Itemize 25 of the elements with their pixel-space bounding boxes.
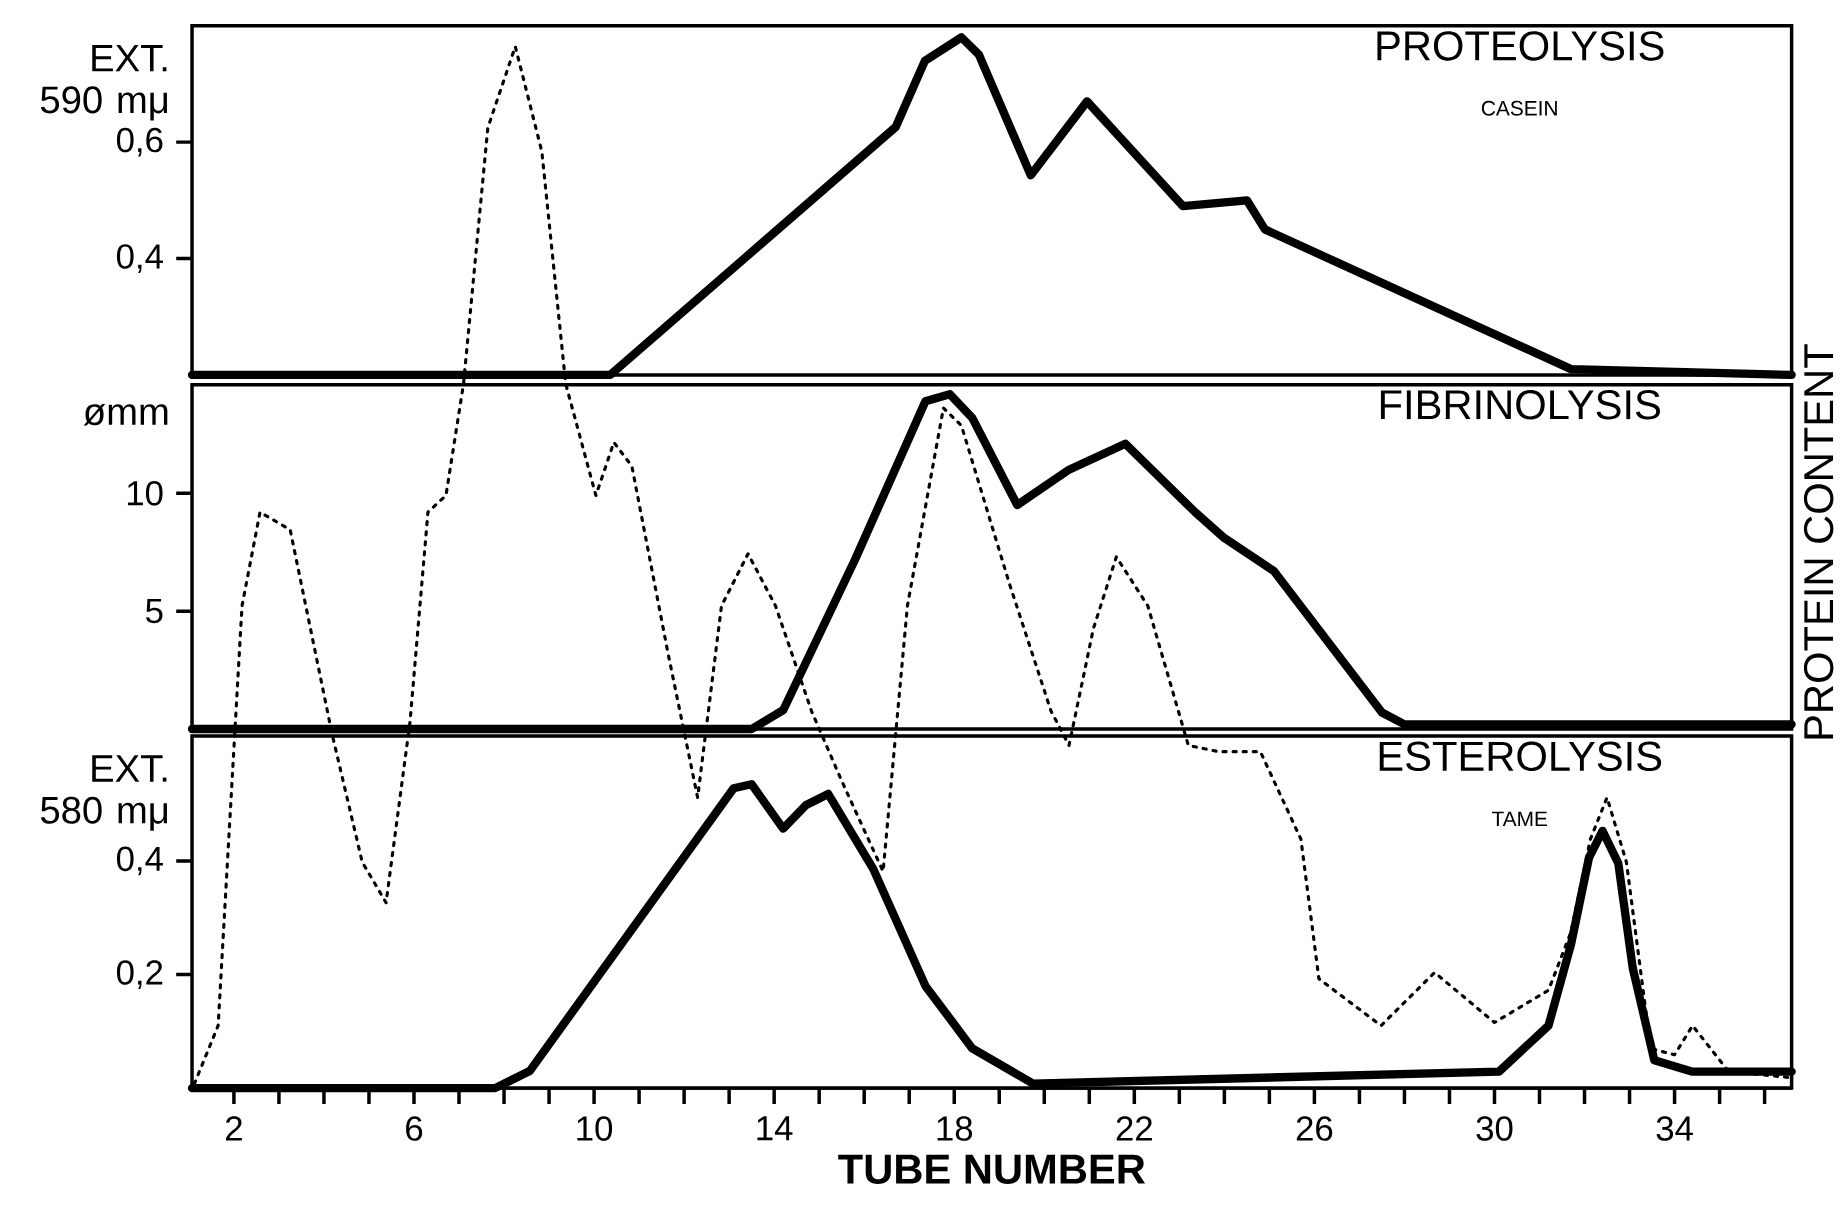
y-axis-title: ømm xyxy=(83,404,168,426)
y-tick-label: 5 xyxy=(146,599,163,624)
x-tick-label: 26 xyxy=(1296,1116,1333,1141)
x-tick-label: 6 xyxy=(406,1116,423,1141)
y-tick-label: 0,6 xyxy=(116,127,163,157)
text: CASEIN xyxy=(1481,101,1557,116)
x-tick-label: 10 xyxy=(577,1116,613,1141)
x-tick-label: 18 xyxy=(937,1116,973,1141)
text: TAME xyxy=(1491,811,1548,827)
y-tick-label: 0,2 xyxy=(116,960,163,990)
x-tick-label: 30 xyxy=(1476,1116,1513,1141)
x-tick-label: 22 xyxy=(1116,1116,1152,1141)
y-tick-label: 10 xyxy=(127,481,163,506)
y-tick-label: 0,4 xyxy=(116,244,163,274)
x-tick-label: 2 xyxy=(225,1116,242,1141)
chart-title: FIBRINOLYSIS xyxy=(1380,390,1660,420)
chart-title: PROTEOLYSIS xyxy=(1377,31,1664,61)
x-tick-label: 14 xyxy=(757,1116,793,1141)
y-tick-label: 0,4 xyxy=(116,846,163,876)
chart-title: ESTEROLYSIS xyxy=(1379,741,1662,772)
y-axis-title: EXT. 590 mμ xyxy=(40,45,168,121)
x-tick-label: 34 xyxy=(1656,1116,1693,1141)
y-axis-title: PROTEIN CONTENT xyxy=(1803,344,1834,739)
x-axis-title: TUBE NUMBER xyxy=(838,1155,1146,1185)
y-axis-title: EXT. 580 mμ xyxy=(40,755,168,831)
